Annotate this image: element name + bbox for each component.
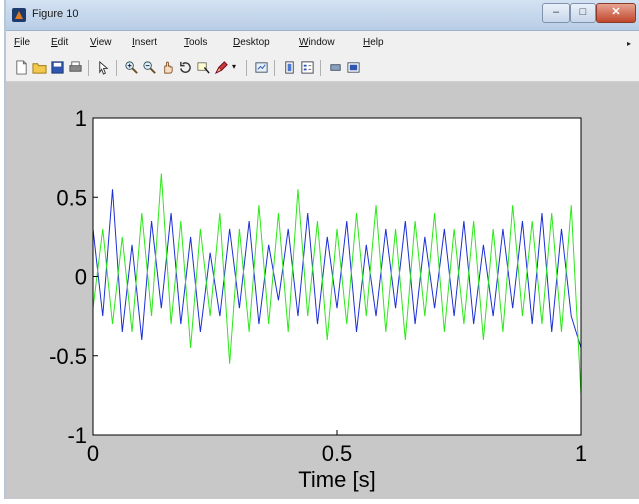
data-cursor-icon[interactable] (196, 60, 211, 75)
menu-help[interactable]: Help (363, 37, 384, 48)
title-bar[interactable]: Figure 10 – □ ✕ (6, 0, 639, 31)
toolbar-separator (246, 60, 247, 76)
axes-background (93, 118, 581, 435)
menu-view[interactable]: View (90, 37, 112, 48)
y-tick-label: -1 (67, 423, 87, 448)
zoom-in-icon[interactable] (124, 60, 139, 75)
link-plot-icon[interactable] (254, 60, 269, 75)
menu-bar: File Edit View Insert Tools Desktop Wind… (6, 31, 639, 55)
colorbar-icon[interactable] (282, 60, 297, 75)
y-tick-label: 0.5 (56, 185, 87, 210)
menu-file[interactable]: File (14, 37, 31, 48)
y-tick-label: -0.5 (49, 344, 87, 369)
brush-icon[interactable] (214, 60, 229, 75)
series-layer (92, 173, 582, 396)
tick-layer: 0 0.5 1 1 0.5 0 -0.5 -1 (49, 106, 587, 466)
toolbar-separator (274, 60, 275, 76)
x-axis-label: Time [s] (298, 467, 375, 492)
figure-window: Figure 10 – □ ✕ File Edit View Insert To… (6, 0, 639, 499)
figure-canvas: 0 0.5 1 1 0.5 0 -0.5 -1 Time [s] (6, 82, 639, 499)
menu-window[interactable]: Window (299, 37, 335, 48)
y-tick-label: 0 (75, 265, 87, 290)
toolbar-separator (116, 60, 117, 76)
pointer-icon[interactable] (96, 60, 111, 75)
rotate-3d-icon[interactable] (178, 60, 193, 75)
toolbar-separator (320, 60, 321, 76)
zoom-out-icon[interactable] (142, 60, 157, 75)
menu-desktop[interactable]: Desktop (233, 37, 270, 48)
x-tick-label: 1 (575, 441, 587, 466)
maximize-button[interactable]: □ (570, 3, 596, 23)
window-title: Figure 10 (32, 8, 79, 20)
y-tick-label: 1 (75, 106, 87, 131)
series-line-0 (92, 189, 582, 348)
menu-insert[interactable]: Insert (132, 37, 158, 48)
hide-plot-tools-icon[interactable] (328, 60, 343, 75)
menu-tools[interactable]: Tools (184, 37, 208, 48)
minimize-button[interactable]: – (542, 3, 570, 23)
legend-icon[interactable] (300, 60, 315, 75)
open-file-icon[interactable] (32, 60, 47, 75)
close-button[interactable]: ✕ (596, 3, 636, 23)
x-tick-label: 0.5 (322, 441, 353, 466)
pan-icon[interactable] (160, 60, 175, 75)
save-icon[interactable] (50, 60, 65, 75)
new-figure-icon[interactable] (14, 60, 29, 75)
line-chart: 0 0.5 1 1 0.5 0 -0.5 -1 Time [s] (49, 106, 587, 492)
figure-toolbar: ▾ (6, 55, 639, 82)
matlab-icon (12, 8, 26, 22)
menu-overflow-arrow-icon[interactable]: ▸ (626, 39, 631, 48)
show-plot-tools-icon[interactable] (346, 60, 361, 75)
x-tick-label: 0 (87, 441, 99, 466)
print-icon[interactable] (68, 60, 83, 75)
toolbar-separator (88, 60, 89, 76)
menu-edit[interactable]: Edit (51, 37, 69, 48)
series-line-1 (92, 173, 582, 396)
brush-dropdown-icon[interactable]: ▾ (232, 62, 237, 71)
